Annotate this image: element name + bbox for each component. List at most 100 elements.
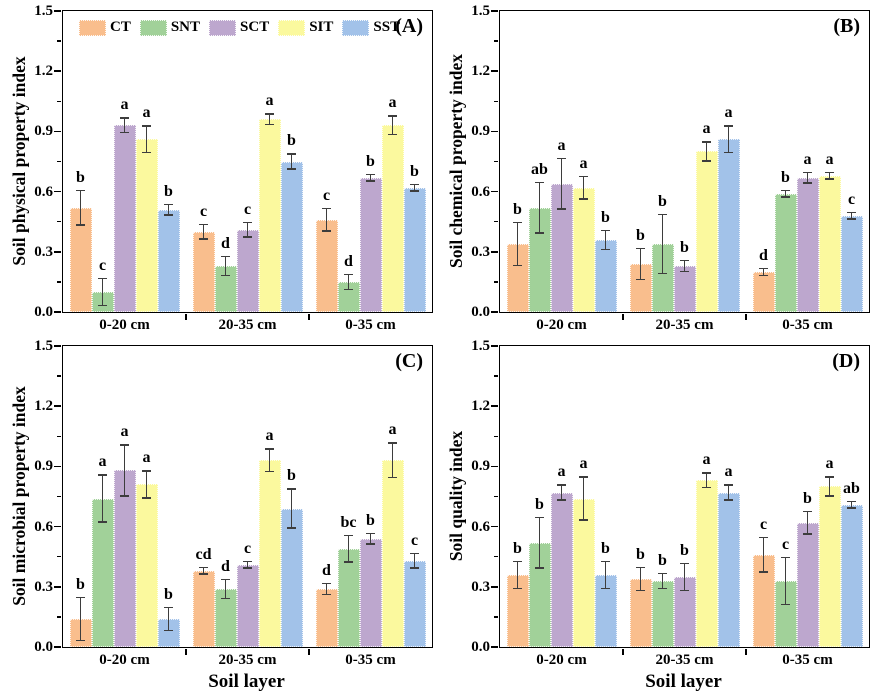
- error-bar: [142, 470, 151, 499]
- error-bar: [636, 247, 645, 280]
- sig-letter: bc: [340, 513, 357, 531]
- sig-letter: cd: [195, 545, 212, 563]
- bar-snt-2: [337, 548, 360, 647]
- x-tick-label: 0-20 cm: [536, 317, 587, 333]
- error-bar: [164, 606, 173, 631]
- error-bar: [221, 255, 230, 276]
- y-minor-tick: [494, 40, 498, 42]
- x-tick-label: 20-35 cm: [655, 652, 714, 668]
- y-tick-label: 0.6: [471, 183, 490, 200]
- y-tick: [491, 646, 498, 648]
- bar-sct-1: [673, 265, 696, 312]
- error-bar: [388, 442, 397, 479]
- bar-sit-0: [572, 498, 595, 647]
- error-bar: [680, 259, 689, 272]
- y-tick-label: 0.9: [34, 123, 53, 140]
- error-bar: [601, 229, 610, 250]
- error-bar: [847, 500, 856, 509]
- y-tick: [54, 586, 61, 588]
- sig-letter: b: [658, 192, 667, 210]
- bar-sct-0: [113, 125, 136, 312]
- bar-sst-1: [717, 139, 740, 312]
- sig-letter: b: [76, 575, 85, 593]
- x-tick: [745, 314, 747, 320]
- bar-sct-2: [359, 538, 382, 647]
- y-minor-tick: [57, 100, 61, 102]
- error-bar: [702, 472, 711, 489]
- sig-letter: ab: [531, 160, 548, 178]
- y-axis-title-d: Soil quality index: [446, 430, 466, 562]
- y-tick: [54, 10, 61, 12]
- sig-letter: b: [513, 539, 522, 557]
- bar-snt-2: [774, 193, 797, 312]
- y-tick: [54, 130, 61, 133]
- error-bar: [366, 173, 375, 182]
- bar-sst-2: [840, 215, 863, 312]
- legend-label-snt: SNT: [170, 19, 201, 35]
- x-tick: [745, 649, 747, 655]
- sig-letter: c: [243, 539, 252, 557]
- bar-sit-1: [258, 460, 281, 647]
- y-tick: [491, 10, 498, 12]
- sig-letter: c: [243, 200, 252, 218]
- y-tick-label: 1.5: [471, 3, 490, 19]
- panel-a: Soil physical property index CT SNT SCT SIT…: [0, 0, 437, 333]
- sig-letter: a: [265, 427, 274, 445]
- y-tick-label: 1.5: [471, 338, 490, 354]
- y-tick-label: 0.6: [471, 518, 490, 535]
- error-bar: [120, 444, 129, 497]
- y-tick-label: 1.2: [471, 63, 490, 80]
- y-minor-tick: [57, 495, 61, 498]
- legend-swatch-snt: [139, 19, 167, 36]
- sig-letter: a: [557, 463, 566, 481]
- sig-letter: b: [601, 539, 610, 557]
- error-bar: [601, 560, 610, 589]
- y-tick: [54, 525, 61, 528]
- y-tick: [491, 465, 498, 468]
- y-tick-label: 0.3: [34, 578, 53, 595]
- sig-letter: b: [410, 162, 419, 180]
- x-tick: [185, 649, 187, 655]
- sig-letter: c: [410, 531, 419, 549]
- sig-letter: b: [781, 168, 790, 186]
- x-tick-label: 0-35 cm: [782, 317, 833, 333]
- x-tick: [622, 649, 624, 655]
- bar-sit-1: [695, 151, 718, 312]
- error-bar: [221, 578, 230, 599]
- y-minor-tick: [57, 435, 61, 437]
- bar-sst-2: [840, 504, 863, 647]
- legend-label-sct: SCT: [240, 19, 270, 35]
- y-minor-tick: [494, 495, 498, 498]
- sig-letter: c: [199, 202, 208, 220]
- x-tick-label: 0-35 cm: [345, 317, 396, 333]
- error-bar: [76, 189, 85, 226]
- y-tick: [54, 190, 61, 193]
- bar-sit-1: [695, 480, 718, 647]
- y-tick: [54, 70, 61, 72]
- bar-sit-0: [135, 139, 158, 312]
- y-tick-label: 0.6: [34, 518, 53, 535]
- y-tick: [491, 251, 498, 253]
- x-tick: [308, 314, 310, 320]
- x-axis-title-c: Soil layer: [208, 671, 285, 692]
- bar-sit-2: [818, 486, 841, 647]
- sig-letter: b: [803, 489, 812, 507]
- legend-label-sit: SIT: [309, 19, 334, 35]
- error-bar: [680, 562, 689, 591]
- y-axis-title-c: Soil microbial property index: [9, 386, 29, 606]
- sig-letter: a: [579, 455, 588, 473]
- y-tick: [54, 251, 61, 253]
- sig-letter: b: [680, 238, 689, 256]
- sig-letter: b: [366, 511, 375, 529]
- legend-label-sst: SST: [373, 19, 401, 35]
- error-bar: [287, 153, 296, 170]
- sig-letter: a: [724, 104, 733, 122]
- sig-letter: c: [759, 515, 768, 533]
- error-bar: [535, 516, 544, 569]
- y-tick-label: 1.5: [34, 338, 53, 354]
- sig-letter: b: [287, 132, 296, 150]
- x-tick: [308, 649, 310, 655]
- legend-swatch-sct: [209, 19, 237, 36]
- bar-ct-2: [315, 588, 338, 647]
- error-bar: [199, 223, 208, 240]
